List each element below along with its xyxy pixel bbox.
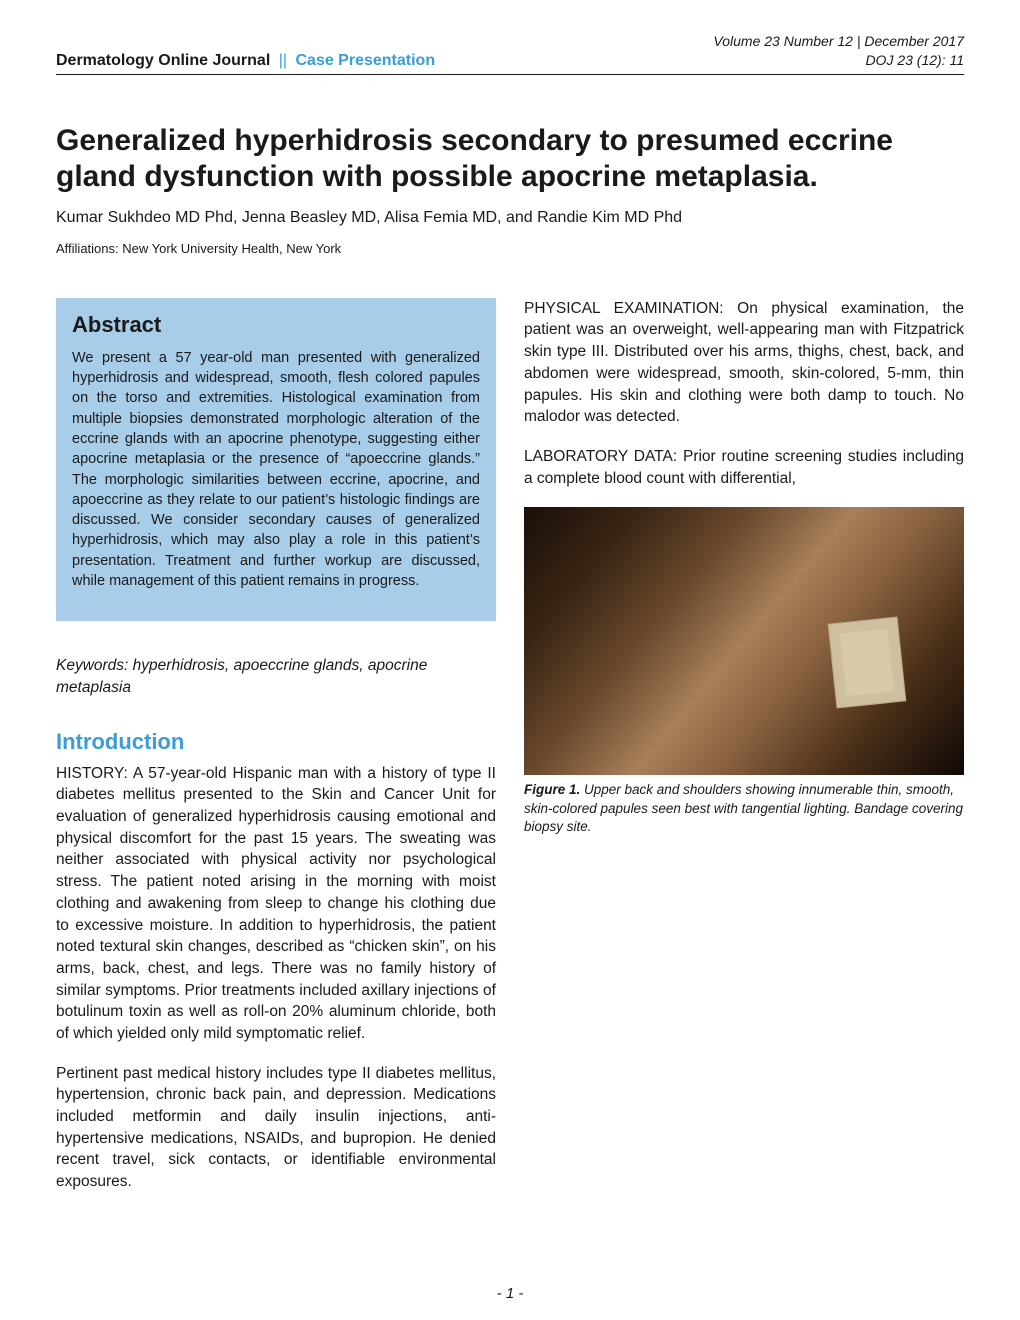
abstract-text: We present a 57 year-old man presented w…	[72, 348, 480, 592]
affiliations: Affiliations: New York University Health…	[56, 241, 964, 256]
intro-para-1: HISTORY: A 57-year-old Hispanic man with…	[56, 763, 496, 1045]
figure-1-caption: Figure 1. Upper back and shoulders showi…	[524, 781, 964, 836]
doj-line: DOJ 23 (12): 11	[713, 51, 964, 70]
header-separator: ||	[279, 52, 287, 69]
journal-name: Dermatology Online Journal	[56, 52, 270, 69]
header-section: Case Presentation	[295, 52, 435, 69]
figure-1-caption-text: Upper back and shoulders showing innumer…	[524, 782, 963, 833]
figure-1-image	[524, 507, 964, 775]
header-right: Volume 23 Number 12 | December 2017 DOJ …	[713, 32, 964, 70]
intro-para-3: PHYSICAL EXAMINATION: On physical examin…	[524, 298, 964, 428]
content-columns: Abstract We present a 57 year-old man pr…	[56, 298, 964, 1198]
intro-para-4: LABORATORY DATA: Prior routine screening…	[524, 446, 964, 489]
figure-1-label: Figure 1.	[524, 782, 580, 797]
volume-line: Volume 23 Number 12 | December 2017	[713, 32, 964, 51]
header-left: Dermatology Online Journal || Case Prese…	[56, 52, 435, 70]
intro-para-2: Pertinent past medical history includes …	[56, 1063, 496, 1193]
page-number: - 1 -	[0, 1285, 1020, 1302]
authors: Kumar Sukhdeo MD Phd, Jenna Beasley MD, …	[56, 209, 964, 227]
article-title: Generalized hyperhidrosis secondary to p…	[56, 123, 964, 195]
figure-1: Figure 1. Upper back and shoulders showi…	[524, 507, 964, 836]
introduction-heading: Introduction	[56, 729, 496, 755]
abstract-box: Abstract We present a 57 year-old man pr…	[56, 298, 496, 622]
abstract-heading: Abstract	[72, 312, 480, 338]
figure-bandage-shape	[828, 616, 907, 708]
keywords: Keywords: hyperhidrosis, apoeccrine glan…	[56, 655, 496, 698]
page-header: Dermatology Online Journal || Case Prese…	[56, 32, 964, 75]
